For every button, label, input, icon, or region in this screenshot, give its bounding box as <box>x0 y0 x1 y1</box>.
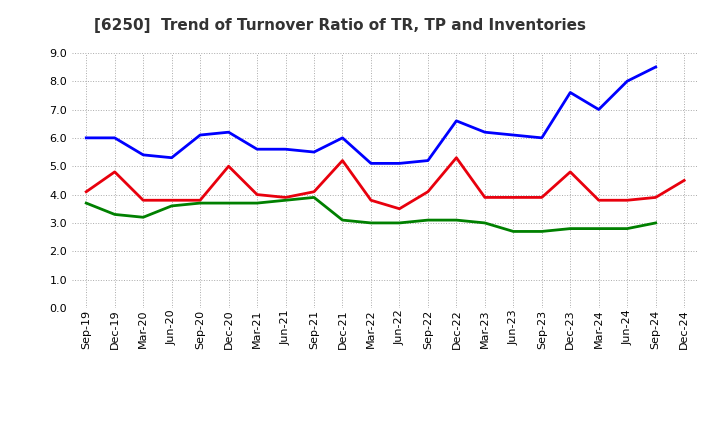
Line: Inventories: Inventories <box>86 198 656 231</box>
Trade Receivables <box>395 206 404 211</box>
Inventories <box>282 198 290 203</box>
Trade Receivables <box>423 189 432 194</box>
Trade Payables <box>253 147 261 152</box>
Trade Receivables <box>225 164 233 169</box>
Trade Payables <box>225 129 233 135</box>
Trade Receivables <box>623 198 631 203</box>
Trade Receivables <box>110 169 119 175</box>
Inventories <box>225 201 233 206</box>
Trade Receivables <box>480 195 489 200</box>
Inventories <box>652 220 660 226</box>
Inventories <box>452 217 461 223</box>
Inventories <box>537 229 546 234</box>
Text: [6250]  Trend of Turnover Ratio of TR, TP and Inventories: [6250] Trend of Turnover Ratio of TR, TP… <box>94 18 585 33</box>
Trade Payables <box>366 161 375 166</box>
Inventories <box>509 229 518 234</box>
Inventories <box>395 220 404 226</box>
Inventories <box>338 217 347 223</box>
Trade Payables <box>595 107 603 112</box>
Trade Receivables <box>652 195 660 200</box>
Inventories <box>110 212 119 217</box>
Trade Payables <box>82 135 91 140</box>
Trade Payables <box>310 150 318 155</box>
Trade Payables <box>623 78 631 84</box>
Trade Payables <box>537 135 546 140</box>
Trade Payables <box>139 152 148 158</box>
Inventories <box>196 201 204 206</box>
Line: Trade Receivables: Trade Receivables <box>86 158 684 209</box>
Trade Receivables <box>366 198 375 203</box>
Inventories <box>366 220 375 226</box>
Trade Receivables <box>310 189 318 194</box>
Inventories <box>82 201 91 206</box>
Trade Receivables <box>509 195 518 200</box>
Line: Trade Payables: Trade Payables <box>86 67 656 163</box>
Trade Receivables <box>338 158 347 163</box>
Trade Receivables <box>566 169 575 175</box>
Trade Receivables <box>253 192 261 197</box>
Trade Payables <box>566 90 575 95</box>
Trade Payables <box>480 129 489 135</box>
Trade Receivables <box>167 198 176 203</box>
Trade Receivables <box>537 195 546 200</box>
Inventories <box>139 215 148 220</box>
Trade Receivables <box>139 198 148 203</box>
Trade Payables <box>338 135 347 140</box>
Inventories <box>310 195 318 200</box>
Inventories <box>623 226 631 231</box>
Trade Payables <box>509 132 518 138</box>
Trade Receivables <box>82 189 91 194</box>
Trade Payables <box>652 64 660 70</box>
Trade Receivables <box>680 178 688 183</box>
Trade Payables <box>395 161 404 166</box>
Trade Payables <box>196 132 204 138</box>
Inventories <box>423 217 432 223</box>
Inventories <box>566 226 575 231</box>
Inventories <box>595 226 603 231</box>
Trade Payables <box>167 155 176 160</box>
Trade Payables <box>423 158 432 163</box>
Inventories <box>167 203 176 209</box>
Trade Payables <box>282 147 290 152</box>
Trade Receivables <box>595 198 603 203</box>
Inventories <box>253 201 261 206</box>
Trade Payables <box>110 135 119 140</box>
Trade Receivables <box>282 195 290 200</box>
Trade Payables <box>452 118 461 124</box>
Inventories <box>480 220 489 226</box>
Trade Receivables <box>452 155 461 160</box>
Trade Receivables <box>196 198 204 203</box>
